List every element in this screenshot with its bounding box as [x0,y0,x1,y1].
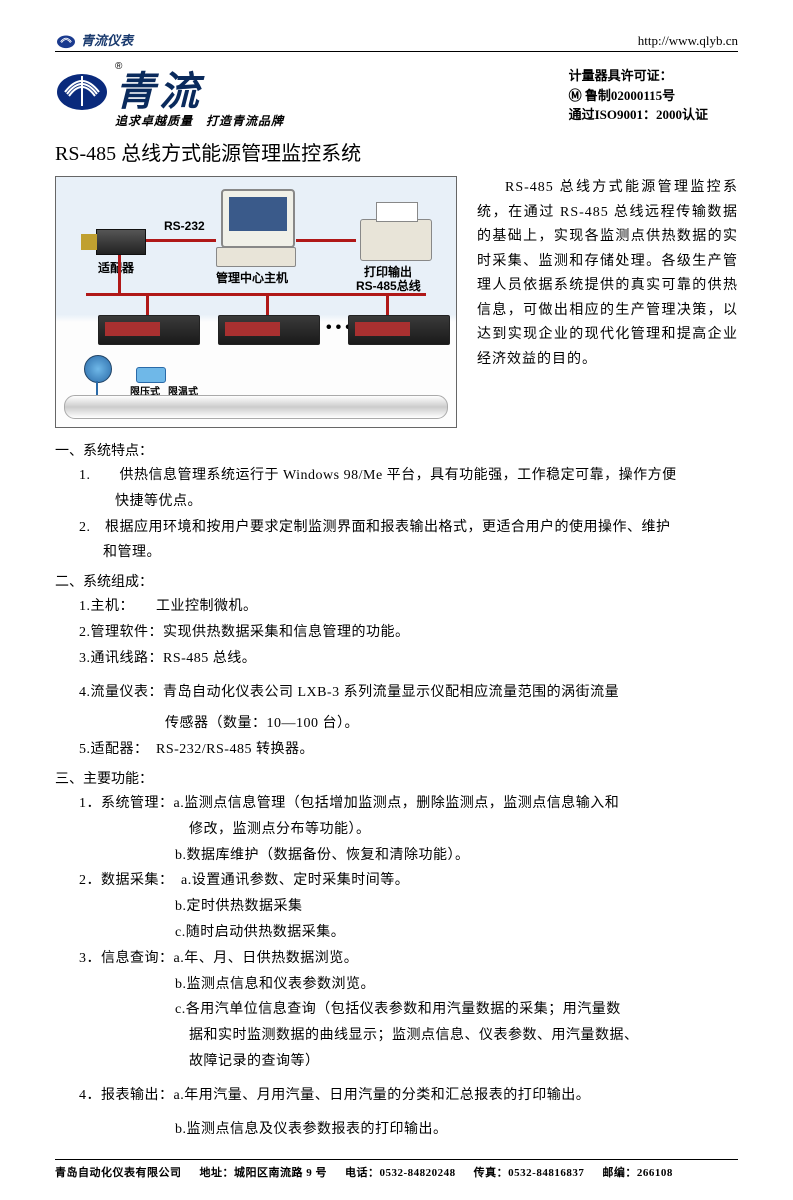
monitor-icon [221,189,295,248]
s3-item4b: b.监测点信息及仪表参数报表的打印输出。 [175,1118,738,1142]
logo-icon [55,62,109,116]
s3-item1: 1．系统管理：a.监测点信息管理（包括增加监测点，删除监测点，监测点信息输入和 [79,792,738,816]
section2-head: 二、系统组成： [55,571,738,591]
footer-fax-label: 传真： [474,1167,509,1179]
intro-row: 适配器 RS-232 管理中心主机 打印输出 RS-485总线 •••••• [55,176,738,428]
sensor-icon [84,355,112,383]
s2-item4: 4.流量仪表：青岛自动化仪表公司 LXB-3 系列流量显示仪配相应流量范围的涡街… [79,681,738,705]
footer-zip-value: 266108 [637,1167,673,1179]
rs485-label: RS-485总线 [356,277,421,294]
s3-item2b: b.定时供热数据采集 [175,895,738,919]
s2-item2: 2.管理软件：实现供热数据采集和信息管理的功能。 [79,621,738,645]
drop2 [266,293,269,315]
line-printer [296,239,356,242]
section3-head: 三、主要功能： [55,768,738,788]
footer-zip-label: 邮编： [602,1167,637,1179]
footer-company: 青岛自动化仪表有限公司 [55,1164,182,1180]
footer-tel-value: 0532-84820248 [380,1167,456,1179]
footer-addr-label: 地址： [200,1167,235,1179]
footer-tel-label: 电话： [345,1167,380,1179]
footer-fax: 传真：0532-84816837 [474,1164,585,1180]
s3-item3b: b.监测点信息和仪表参数浏览。 [175,973,738,997]
adapter-label: 适配器 [98,259,134,276]
brand-sub-left: 追求卓越质量 [115,114,193,128]
adapter-icon [96,229,146,255]
keyboard-icon [216,247,296,267]
s2-item1: 1.主机： 工业控制微机。 [79,595,738,619]
logo-small-icon [55,31,77,49]
s3-item3: 3．信息查询：a.年、月、日供热数据浏览。 [79,947,738,971]
footer-zip: 邮编：266108 [602,1164,673,1180]
host-label: 管理中心主机 [216,269,288,286]
page: 青流仪表 http://www.qlyb.cn ® 青流 追求卓越质量 打造青流… [0,0,793,1200]
s3-item2: 2．数据采集： a.设置通讯参数、定时采集时间等。 [79,869,738,893]
s2-item3: 3.通讯线路：RS-485 总线。 [79,647,738,671]
s1-item2b: 和管理。 [103,541,738,565]
s3-item2c: c.随时启动供热数据采集。 [175,921,738,945]
panel1-icon [98,315,200,345]
footer-addr: 地址：城阳区南流路 9 号 [200,1164,328,1180]
brand-name: 青流 [115,72,284,112]
drop1 [146,293,149,315]
footer-addr-value: 城阳区南流路 9 号 [234,1167,327,1179]
s1-item1b: 快捷等优点。 [115,490,738,514]
brand-subtitle: 追求卓越质量 打造青流品牌 [115,112,284,129]
footer-fax-value: 0532-84816837 [508,1167,584,1179]
page-header: 青流仪表 http://www.qlyb.cn [55,30,738,52]
section1-head: 一、系统特点： [55,440,738,460]
rs232-label: RS-232 [164,219,205,233]
s1-item2: 2. 根据应用环境和按用户要求定制监测界面和报表输出格式，更适合用户的使用操作、… [79,516,738,540]
cert-number: 鲁制02000115号 [585,88,675,103]
line-rs232 [146,239,216,242]
logo-block: ® 青流 追求卓越质量 打造青流品牌 [55,62,284,129]
cert-line1: 计量器具许可证： [569,66,708,86]
pipe-icon [64,395,448,419]
transmitter-icon [136,367,166,383]
header-url: http://www.qlyb.cn [638,33,738,49]
s3-item4: 4．报表输出：a.年用汽量、月用汽量、日用汽量的分类和汇总报表的打印输出。 [79,1084,738,1108]
s3-item1c: b.数据库维护（数据备份、恢复和清除功能）。 [175,844,738,868]
header-left: 青流仪表 [55,30,133,49]
brand-column: ® 青流 追求卓越质量 打造青流品牌 [115,62,284,129]
panel3-icon [348,315,450,345]
s3-item3e: 故障记录的查询等） [189,1050,738,1074]
line-vert [118,255,121,293]
drop3 [386,293,389,315]
main-title: RS-485 总线方式能源管理监控系统 [55,137,738,166]
panel2-icon [218,315,320,345]
cert-line2: Ⓜ 鲁制02000115号 [569,86,708,106]
s1-item1: 1. 供热信息管理系统运行于 Windows 98/Me 平台，具有功能强，工作… [79,464,738,488]
sensor-stem [96,381,98,395]
printer-icon [360,219,432,261]
header-company: 青流仪表 [81,30,133,49]
s3-item3c: c.各用汽单位信息查询（包括仪表参数和用汽量数据的采集；用汽量数 [175,998,738,1022]
title-block: ® 青流 追求卓越质量 打造青流品牌 计量器具许可证： Ⓜ 鲁制02000115… [55,62,738,129]
s3-item1b: 修改，监测点分布等功能）。 [189,818,738,842]
s3-item3d: 据和实时监测数据的曲线显示；监测点信息、仪表参数、用汽量数据、 [189,1024,738,1048]
page-footer: 青岛自动化仪表有限公司 地址：城阳区南流路 9 号 电话：0532-848202… [55,1159,738,1180]
cert-line3: 通过ISO9001：2000认证 [569,105,708,125]
system-diagram: 适配器 RS-232 管理中心主机 打印输出 RS-485总线 •••••• [55,176,457,428]
intro-paragraph: RS-485 总线方式能源管理监控系统，在通过 RS-485 总线远程传输数据的… [477,176,738,428]
footer-tel: 电话：0532-84820248 [345,1164,456,1180]
cert-block: 计量器具许可证： Ⓜ 鲁制02000115号 通过ISO9001：2000认证 [569,66,708,125]
s2-item4b: 传感器（数量：10—100 台）。 [165,712,738,736]
brand-sub-right: 打造青流品牌 [206,114,284,128]
s2-item5: 5.适配器： RS-232/RS-485 转换器。 [79,738,738,762]
